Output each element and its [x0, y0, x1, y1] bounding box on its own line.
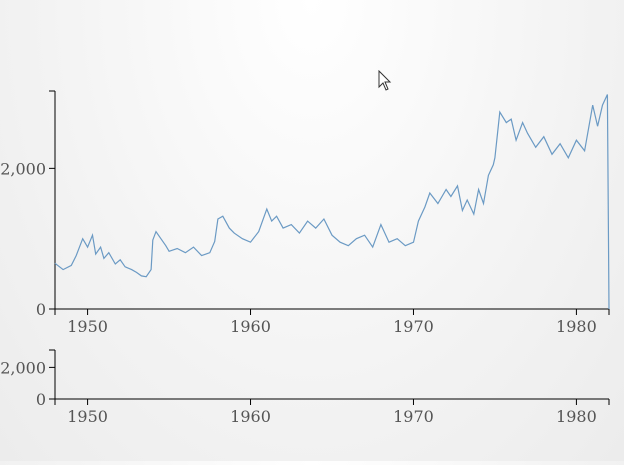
main-x-tick-label: 1950: [67, 317, 108, 336]
main-x-tick-label: 1970: [393, 317, 434, 336]
main-x-tick-label: 1980: [556, 317, 597, 336]
main-y-tick-label: 2,000: [0, 159, 46, 178]
main-x-tick-label: 1960: [230, 317, 271, 336]
overview-x-tick-label: 1950: [67, 407, 108, 426]
overview-chart[interactable]: 0 2,000 1950 1960 1970 1980: [0, 349, 610, 426]
overview-y-tick-label: 0: [36, 390, 46, 409]
main-series-line: [54, 94, 610, 310]
overview-y-tick-label: 2,000: [0, 358, 46, 377]
mouse-cursor-icon: [378, 70, 392, 91]
overview-x-tick-label: 1970: [393, 407, 434, 426]
main-y-tick-label: 0: [36, 300, 46, 319]
overview-x-tick-label: 1980: [556, 407, 597, 426]
main-chart: 0 2,000 1950 1960 1970 1980: [0, 90, 610, 336]
overview-x-tick-label: 1960: [230, 407, 271, 426]
